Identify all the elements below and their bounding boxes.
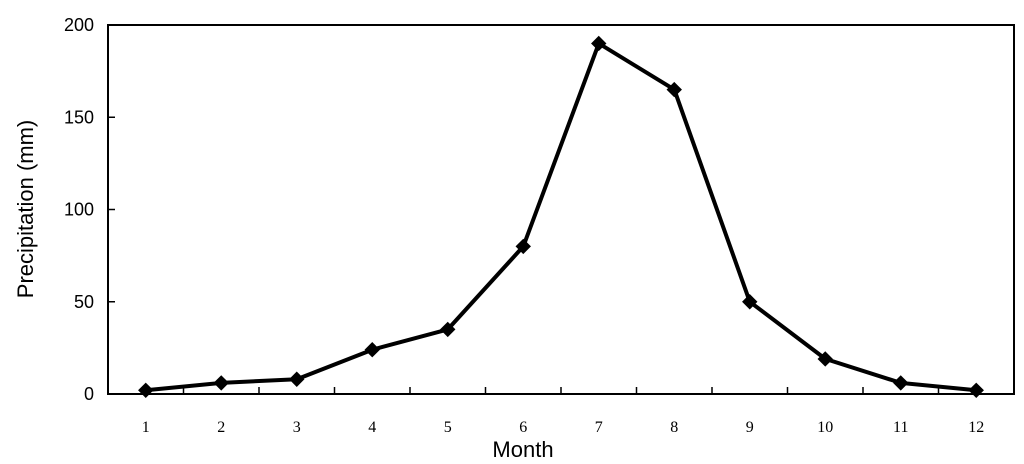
data-point-diamond — [440, 321, 456, 338]
y-tick-label: 0 — [84, 384, 94, 404]
precipitation-series-line — [145, 41, 977, 393]
data-point-diamond — [968, 382, 984, 399]
x-tick-label: 1 — [142, 419, 150, 436]
y-axis-title: Precipitation (mm) — [13, 120, 38, 298]
data-point-diamond — [213, 375, 229, 391]
data-point-diamond — [666, 81, 682, 98]
x-tick-label: 2 — [217, 419, 225, 436]
data-point-diamond — [515, 238, 531, 255]
data-point-diamond — [138, 382, 154, 399]
x-tick-label: 7 — [595, 419, 603, 436]
data-markers — [138, 35, 984, 399]
data-point-diamond — [893, 375, 909, 391]
data-point-diamond — [742, 294, 758, 310]
data-point-diamond — [591, 35, 607, 52]
x-tick-label: 4 — [368, 419, 376, 436]
y-tick-label: 100 — [64, 200, 94, 220]
data-point-diamond — [817, 351, 833, 367]
data-point-diamond — [289, 371, 305, 387]
x-tick-label: 5 — [444, 419, 452, 436]
x-tick-label: 8 — [670, 419, 678, 436]
x-tick-label: 9 — [746, 419, 754, 436]
x-tick-label: 10 — [817, 419, 833, 436]
y-axis: 0 50 100 150 200 — [64, 15, 115, 404]
data-point-diamond — [364, 342, 380, 358]
y-tick-label: 50 — [74, 292, 94, 312]
y-tick-label: 150 — [64, 107, 94, 127]
x-tick-label: 11 — [893, 419, 908, 436]
x-axis-title: Month — [492, 437, 553, 462]
x-axis: 1 2 3 4 5 6 7 8 9 10 11 12 — [107, 387, 1015, 436]
y-tick-label: 200 — [64, 15, 94, 35]
x-tick-label: 3 — [293, 419, 301, 436]
plot-area-frame — [107, 24, 1015, 395]
x-tick-label: 6 — [519, 419, 527, 436]
x-tick-label: 12 — [968, 419, 984, 436]
